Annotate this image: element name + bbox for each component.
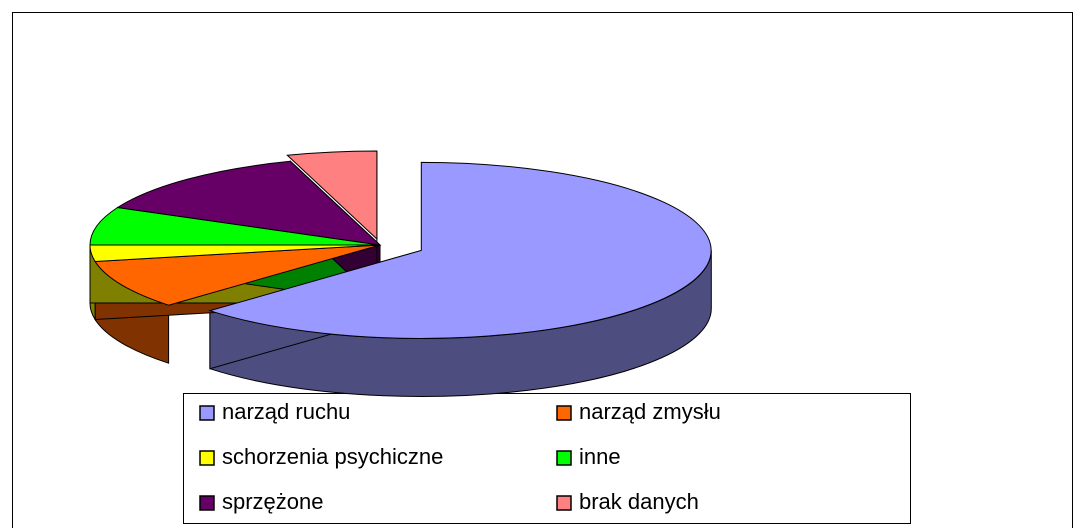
- legend-label: schorzenia psychiczne: [222, 444, 443, 469]
- legend-swatch: [199, 405, 215, 421]
- legend: narząd ruchu narząd zmysłu schorzenia psyc…: [199, 399, 721, 514]
- pie: [89, 150, 712, 397]
- legend-label: narząd zmysłu: [579, 399, 721, 424]
- pie-slice: [286, 150, 378, 241]
- legend-box: [183, 393, 911, 524]
- legend-swatch: [199, 495, 215, 511]
- legend-label: narząd ruchu: [222, 399, 350, 424]
- legend-label: sprzężone: [222, 489, 324, 514]
- pie-slice: [94, 244, 381, 306]
- pie-slice: [116, 160, 382, 246]
- legend-swatch: [199, 450, 215, 466]
- legend-swatch: [556, 450, 572, 466]
- legend-swatch: [556, 495, 572, 511]
- pie-slice: [208, 161, 712, 339]
- legend-label: brak danych: [579, 489, 699, 514]
- legend-label: inne: [579, 444, 621, 469]
- legend-swatch: [556, 405, 572, 421]
- pie-slice: [89, 206, 381, 246]
